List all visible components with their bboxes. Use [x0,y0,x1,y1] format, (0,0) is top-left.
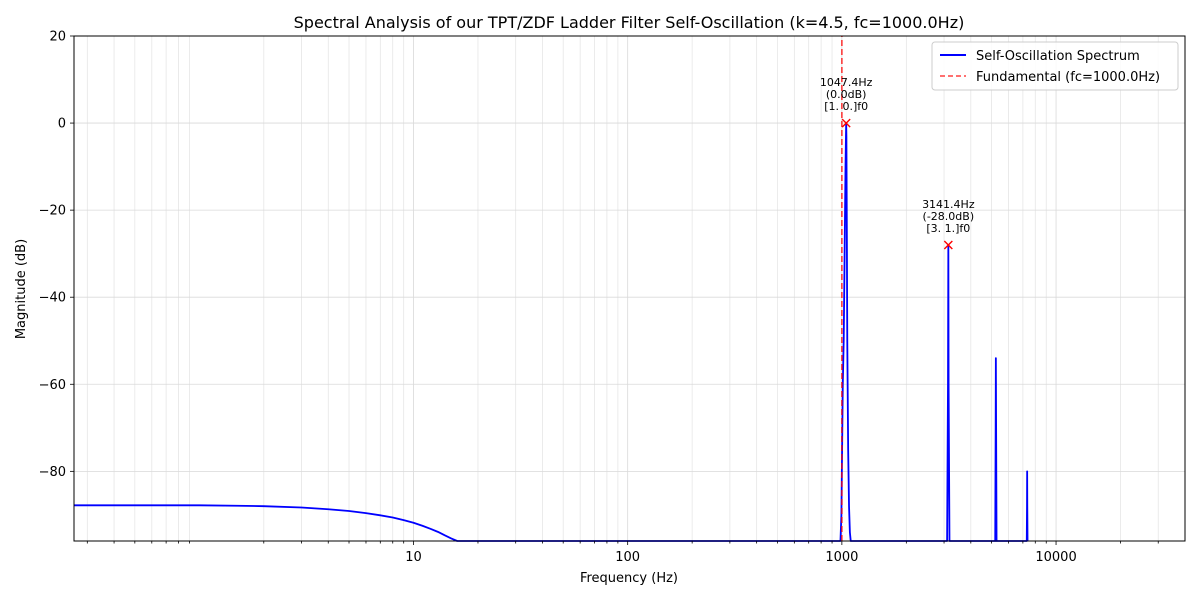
peak-label: 1047.4Hz [820,76,873,89]
legend: Self-Oscillation Spectrum Fundamental (f… [931,41,1179,91]
plot-frame [73,35,1186,542]
y-axis-label: Magnitude (dB) [14,239,29,339]
x-tick-label: 10000 [1035,550,1076,565]
series-layer [74,36,1029,542]
x-tick-label: 10 [405,550,422,565]
y-axis-ticks: 20 0 −20 −40 −60 −80 [39,30,74,480]
plot-background [74,36,1185,541]
series-line-spectrum [74,122,1029,542]
x-axis-label: Frequency (Hz) [580,571,678,586]
peak-label: (-28.0dB) [923,210,975,223]
peak-marker [841,118,851,128]
peak-label: [1. 0.]f0 [824,100,868,113]
x-tick-label: 100 [615,550,640,565]
y-tick-label: −60 [39,378,66,393]
legend-label-spectrum: Self-Oscillation Spectrum [976,49,1140,64]
chart-title: Spectral Analysis of our TPT/ZDF Ladder … [294,13,965,32]
peak-label: [3. 1.]f0 [926,222,970,235]
x-axis-ticks: 10 100 1000 10000 [86,541,1159,565]
y-tick-label: −80 [39,465,66,480]
peak-label: (0.0dB) [826,88,867,101]
peak-label: 3141.4Hz [922,198,975,211]
y-tick-label: −40 [39,291,66,306]
peak-markers: 1047.4Hz(0.0dB)[1. 0.]f0 3141.4Hz(-28.0dB… [820,76,975,250]
peak-marker [943,240,953,250]
legend-box [931,41,1179,91]
y-tick-label: 20 [49,30,66,45]
grid [74,35,1185,541]
x-tick-label: 1000 [825,550,858,565]
legend-label-fundamental: Fundamental (fc=1000.0Hz) [976,70,1160,85]
y-tick-label: 0 [58,117,66,132]
y-tick-label: −20 [39,204,66,219]
